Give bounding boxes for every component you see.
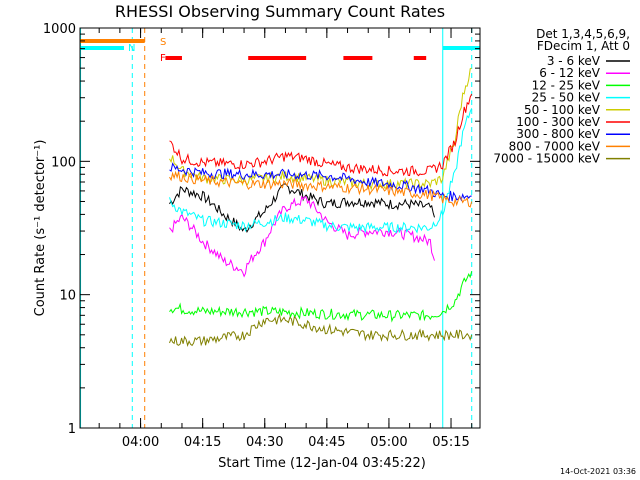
x-tick-label: 04:45 [308, 435, 345, 450]
legend-label: 800 - 7000 keV [509, 139, 601, 153]
series-line [169, 93, 473, 177]
x-axis-label: Start Time (12-Jan-04 03:45:22) [218, 456, 426, 471]
legend-label: 100 - 300 keV [516, 115, 600, 129]
legend-label: 25 - 50 keV [532, 91, 601, 105]
x-tick-label: 04:30 [246, 435, 283, 450]
x-tick-label: 04:00 [122, 435, 159, 450]
flag-label: S [160, 37, 166, 48]
y-tick-label: 100 [51, 155, 76, 170]
series-line [169, 108, 473, 234]
series-line [169, 195, 435, 278]
legend-header-line-2: FDecim 1, Att 0 [537, 39, 630, 53]
plot-frame [79, 27, 481, 429]
series-line [169, 67, 472, 191]
y-axis: 1 10 100 1000 [43, 22, 480, 437]
y-tick-label: 1 [68, 422, 76, 437]
series-line [169, 183, 435, 233]
legend-label: 50 - 100 keV [524, 103, 601, 117]
series-line [169, 162, 472, 204]
legend-label: 12 - 25 keV [532, 78, 601, 92]
x-tick-label: 04:15 [184, 435, 221, 450]
y-axis-label: Count Rate (s⁻¹ detector⁻¹) [33, 140, 48, 317]
chart-title: RHESSI Observing Summary Count Rates [115, 2, 445, 21]
x-tick-label: 05:00 [370, 435, 407, 450]
legend-header: Det 1,3,4,5,6,9, FDecim 1, Att 0 [536, 27, 630, 53]
series-layer [169, 67, 473, 347]
legend-label: 7000 - 15000 keV [493, 152, 600, 166]
series-line [169, 313, 473, 347]
x-axis: 04:00 04:15 04:30 04:45 05:00 05:15 [98, 28, 473, 450]
y-tick-label: 10 [59, 289, 76, 304]
footer-date: 14-Oct-2021 03:36 [560, 467, 636, 476]
x-tick-label: 05:15 [432, 435, 469, 450]
legend-label: 3 - 6 keV [547, 54, 601, 68]
legend-label: 300 - 800 keV [516, 127, 600, 141]
y-tick-label: 1000 [43, 22, 76, 37]
flag-label: F [160, 53, 166, 64]
series-line [169, 271, 473, 323]
flag-label: N [128, 43, 135, 54]
vertical-markers [80, 28, 473, 428]
legend-label: 6 - 12 keV [539, 66, 601, 80]
flag-bars: S N F [80, 37, 480, 64]
legend-header-line-1: Det 1,3,4,5,6,9, [536, 27, 630, 41]
series-line [169, 170, 473, 208]
